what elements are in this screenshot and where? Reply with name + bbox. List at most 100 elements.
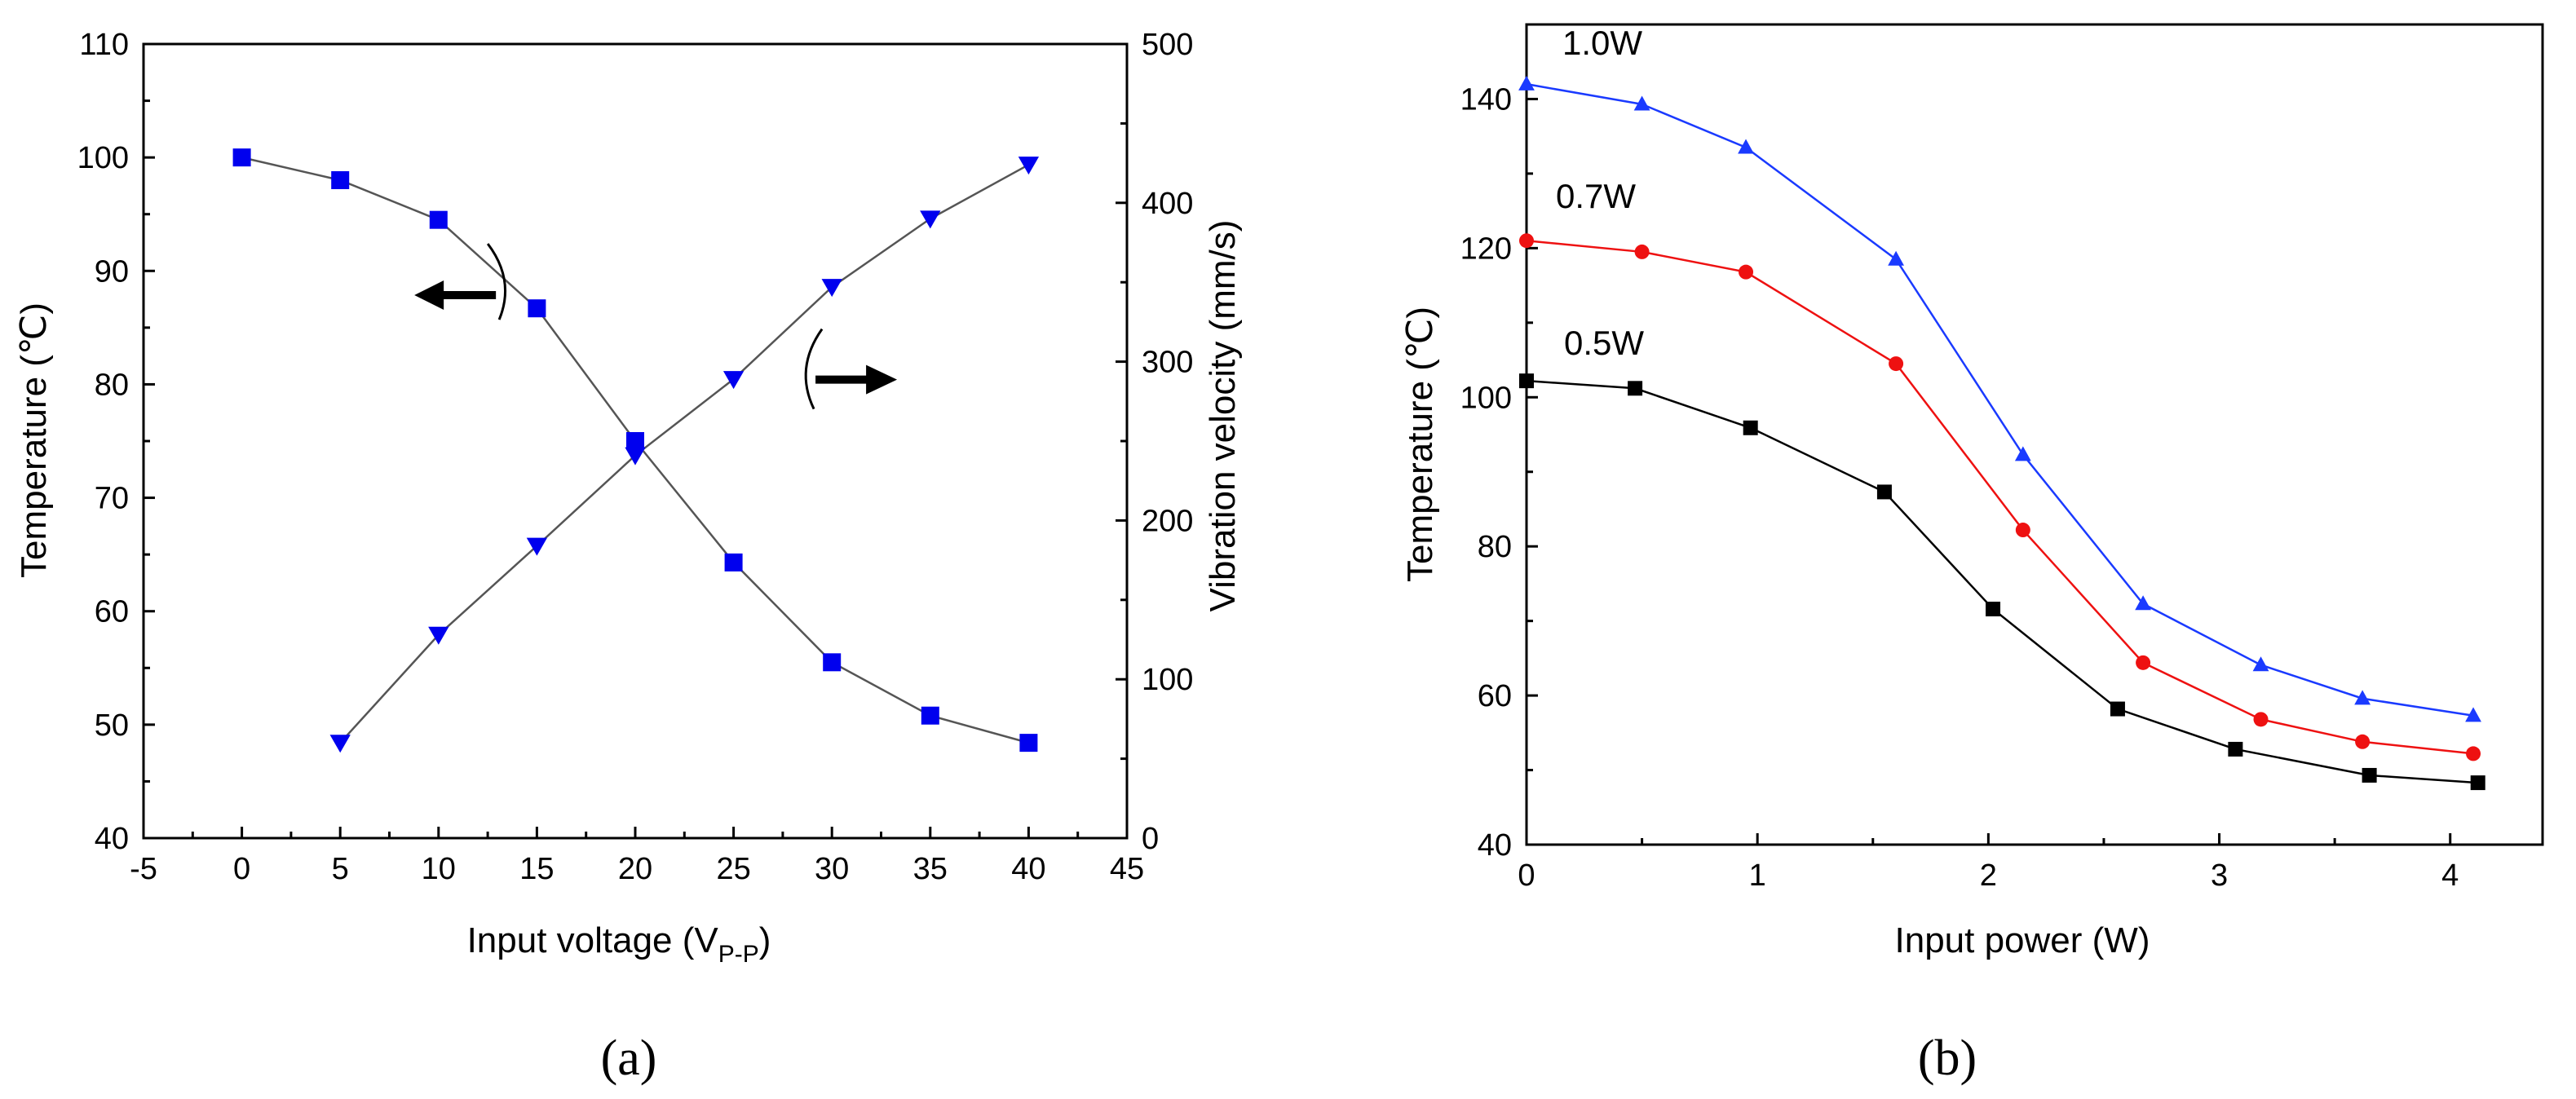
x-tick-label: 0 bbox=[233, 852, 250, 886]
x-tick-label: 0 bbox=[1518, 858, 1535, 893]
data-point bbox=[1986, 602, 2001, 617]
data-point bbox=[232, 148, 251, 167]
panel-b-frame bbox=[1525, 23, 2544, 846]
y-right-tick-label: 400 bbox=[1142, 187, 1193, 221]
x-tick-label: 40 bbox=[1011, 852, 1045, 886]
panel-b-x-axis-label: Input power (W) bbox=[1895, 920, 2150, 960]
y-left-tick-label: 80 bbox=[95, 368, 129, 402]
data-point bbox=[1738, 139, 1754, 154]
left-arrow-curve bbox=[486, 243, 507, 320]
panel-a-right-axis-label: Vibration velocity (mm/s) bbox=[1203, 220, 1243, 612]
data-point bbox=[920, 210, 941, 229]
data-point bbox=[526, 537, 548, 556]
data-point bbox=[329, 735, 351, 753]
data-point bbox=[724, 553, 743, 572]
data-point bbox=[2354, 690, 2371, 705]
data-point bbox=[921, 706, 939, 725]
y-left-tick-label: 100 bbox=[77, 141, 129, 175]
panel-a-chart: -5 0 5 10 15 20 25 30 35 40 45 40 50 60 70 80 90 100 110 0 1… bbox=[14, 28, 1243, 1086]
data-point bbox=[1519, 373, 1534, 389]
panel-a-left-axis-label: Temperature (℃) bbox=[14, 302, 54, 578]
data-point bbox=[2252, 656, 2269, 672]
y-tick-label: 40 bbox=[1478, 828, 1512, 863]
data-point bbox=[1634, 244, 1650, 259]
x-tick-label: 10 bbox=[422, 852, 456, 886]
panel-b-plot-area: 0 1 2 3 4 40 60 80 100 120 140 1.0W 0.7W 0.5W bbox=[1460, 23, 2544, 893]
data-point bbox=[2362, 767, 2377, 783]
y-tick-label: 140 bbox=[1460, 82, 1512, 117]
left-arrow-head bbox=[414, 280, 444, 311]
x-tick-label: 2 bbox=[1980, 858, 1997, 893]
data-point bbox=[2470, 775, 2485, 791]
x-tick-label: 3 bbox=[2211, 858, 2228, 893]
x-tick-label: 20 bbox=[618, 852, 652, 886]
series-line-vibration bbox=[339, 163, 1030, 744]
series-label: 1.0W bbox=[1562, 24, 1642, 62]
y-left-tick-label: 70 bbox=[95, 482, 129, 516]
panel-b-label: (b) bbox=[1918, 1031, 1977, 1086]
data-point bbox=[1519, 233, 1534, 249]
y-right-tick-label: 500 bbox=[1142, 28, 1193, 62]
data-point bbox=[1739, 264, 1754, 280]
y-left-tick-label: 90 bbox=[95, 254, 129, 289]
data-point bbox=[722, 371, 745, 390]
y-left-tick-label: 60 bbox=[95, 595, 129, 629]
x-tick-label: 5 bbox=[332, 852, 349, 886]
x-tick-label: 25 bbox=[716, 852, 750, 886]
panel-b-chart: 0 1 2 3 4 40 60 80 100 120 140 1.0W 0.7W 0.5W Tempera… bbox=[1400, 23, 2544, 1086]
data-point bbox=[1743, 420, 1758, 435]
y-right-tick-label: 100 bbox=[1142, 663, 1193, 697]
data-point bbox=[528, 299, 546, 318]
y-tick-label: 80 bbox=[1478, 530, 1512, 564]
y-tick-label: 120 bbox=[1460, 232, 1512, 266]
right-arrow-head bbox=[866, 364, 898, 395]
y-left-tick-label: 40 bbox=[95, 822, 129, 856]
y-left-tick-label: 50 bbox=[95, 708, 129, 743]
data-point bbox=[2014, 446, 2031, 461]
y-right-tick-label: 300 bbox=[1142, 346, 1193, 380]
data-point bbox=[626, 432, 644, 450]
series-label: 0.5W bbox=[1564, 324, 1644, 362]
y-left-tick-label: 110 bbox=[79, 28, 129, 62]
data-point bbox=[1628, 381, 1643, 396]
data-point bbox=[2355, 734, 2371, 749]
data-point bbox=[1889, 356, 1904, 372]
data-point bbox=[1518, 75, 1535, 90]
y-right-tick-label: 200 bbox=[1142, 504, 1193, 538]
data-point bbox=[1018, 157, 1040, 175]
data-point bbox=[1876, 484, 1892, 500]
data-point bbox=[1019, 734, 1038, 753]
x-tick-label: -5 bbox=[130, 852, 157, 886]
data-point bbox=[625, 447, 646, 466]
x-tick-label: 4 bbox=[2441, 858, 2459, 893]
data-point bbox=[2135, 595, 2151, 611]
data-point bbox=[2228, 741, 2243, 757]
data-point bbox=[1633, 95, 1650, 111]
data-point bbox=[2466, 746, 2481, 761]
series-line-0.7W bbox=[1526, 239, 2474, 755]
x-tick-label: 45 bbox=[1110, 852, 1144, 886]
y-tick-label: 100 bbox=[1460, 381, 1512, 415]
x-tick-label: 35 bbox=[913, 852, 948, 886]
x-tick-label: 15 bbox=[519, 852, 554, 886]
data-point bbox=[429, 210, 448, 229]
panel-a-plot-area: -5 0 5 10 15 20 25 30 35 40 45 40 50 60 70 80 90 100 110 0 1… bbox=[77, 28, 1194, 886]
panel-b-y-axis-label: Temperature (℃) bbox=[1400, 307, 1440, 582]
x-tick-label: 1 bbox=[1749, 858, 1766, 893]
y-tick-label: 60 bbox=[1478, 679, 1512, 713]
series-line-0.5W bbox=[1526, 379, 2478, 784]
data-point bbox=[331, 170, 350, 189]
series-label: 0.7W bbox=[1556, 177, 1636, 215]
data-point bbox=[823, 653, 842, 672]
data-point bbox=[1888, 250, 1904, 266]
y-right-tick-label: 0 bbox=[1142, 822, 1159, 856]
panel-a-x-axis-label: Input voltage (VP-P) bbox=[467, 920, 771, 968]
data-point bbox=[2015, 523, 2030, 538]
data-point bbox=[2136, 655, 2151, 670]
data-point bbox=[821, 279, 842, 298]
right-arrow-curve bbox=[804, 328, 824, 410]
x-tick-label: 30 bbox=[815, 852, 849, 886]
data-point bbox=[428, 626, 449, 645]
data-point bbox=[2253, 712, 2269, 727]
